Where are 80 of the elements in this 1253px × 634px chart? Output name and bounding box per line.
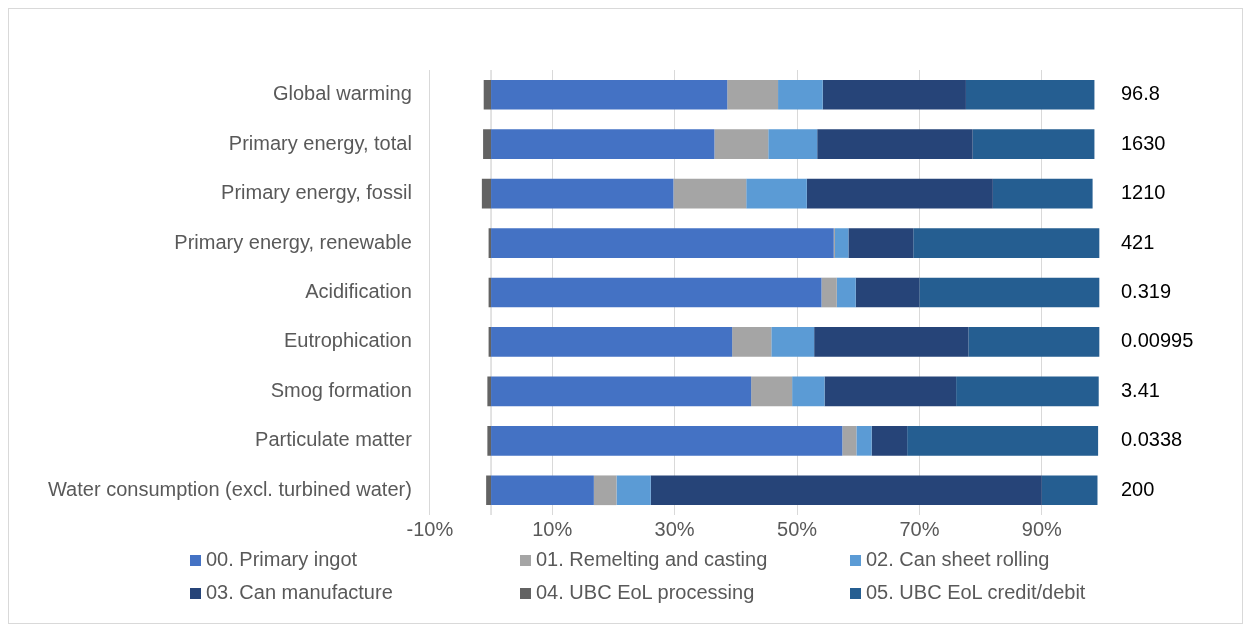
- text: 0.00995: [1121, 329, 1194, 352]
- text: 3.41: [1121, 378, 1160, 401]
- text: 0.0338: [1121, 428, 1183, 451]
- bar: [968, 327, 1100, 357]
- bar: [746, 178, 807, 209]
- x-tick-label: 10%: [532, 517, 573, 540]
- bar: [871, 426, 908, 456]
- text: 200: [1121, 477, 1155, 500]
- text: 96.8: [1121, 82, 1160, 105]
- bar: [483, 129, 492, 159]
- bar: [727, 79, 779, 110]
- bar: [842, 426, 857, 456]
- legend-label: 02. Can sheet rolling: [865, 548, 1051, 571]
- bar: [491, 277, 822, 308]
- bar: [956, 376, 1099, 407]
- bar: [771, 327, 815, 357]
- x-tick-label: 70%: [899, 517, 940, 540]
- bar: [487, 376, 492, 407]
- y-tick-label: Primary energy, fossil: [221, 181, 412, 204]
- bar: [817, 129, 973, 159]
- y-tick-label: Water consumption (excl. turbined water): [47, 477, 412, 500]
- x-tick-label: 90%: [1021, 517, 1063, 540]
- bar: [834, 228, 849, 258]
- bar: [481, 178, 492, 209]
- x-tick-label: 30%: [654, 517, 695, 540]
- bar: [919, 277, 1100, 308]
- bar: [751, 376, 793, 407]
- bar: [913, 228, 1100, 258]
- text: 0.319: [1121, 280, 1172, 303]
- bar: [487, 426, 492, 456]
- legend-label: 04. UBC EoL processing: [535, 581, 756, 604]
- x-tick-label: 50%: [777, 517, 818, 540]
- bar: [483, 79, 492, 110]
- legend-label: 03. Can manufacture: [205, 581, 394, 604]
- bar: [491, 178, 674, 209]
- bar: [792, 376, 825, 407]
- bar: [673, 178, 747, 209]
- y-tick-label: Primary energy, renewable: [174, 230, 412, 253]
- text: 1630: [1121, 131, 1166, 154]
- y-tick-label: Eutrophication: [283, 329, 412, 352]
- bar: [486, 475, 492, 506]
- bar: [491, 79, 728, 110]
- bar: [856, 426, 872, 456]
- legend-label: 00. Primary ingot: [205, 548, 359, 571]
- bar: [491, 129, 715, 159]
- bar: [714, 129, 769, 159]
- x-tick-label: -10%: [406, 517, 454, 540]
- bar: [732, 327, 772, 357]
- bar: [491, 376, 752, 407]
- bar: [821, 277, 837, 308]
- y-tick-label: Global warming: [272, 82, 412, 105]
- y-tick-label: Acidification: [305, 280, 412, 303]
- bar: [593, 475, 617, 506]
- bar: [814, 327, 969, 357]
- bar: [855, 277, 920, 308]
- legend-label: 01. Remelting and casting: [535, 548, 769, 571]
- bar: [491, 426, 843, 456]
- y-tick-label: Particulate matter: [255, 428, 413, 451]
- bar: [778, 79, 823, 110]
- bar: [972, 129, 1095, 159]
- text: 421: [1121, 230, 1155, 253]
- bar: [992, 178, 1093, 209]
- bar: [491, 228, 834, 258]
- bar: [824, 376, 957, 407]
- bar: [848, 228, 914, 258]
- bar: [650, 475, 1042, 506]
- bar: [768, 129, 818, 159]
- text: 1210: [1121, 181, 1166, 204]
- bar: [491, 327, 733, 357]
- bar: [1041, 475, 1098, 506]
- bar: [616, 475, 651, 506]
- bar: [806, 178, 993, 209]
- bar: [965, 79, 1095, 110]
- bar: [836, 277, 856, 308]
- bar: [907, 426, 1099, 456]
- legend-label: 05. UBC EoL credit/debit: [865, 581, 1087, 604]
- y-tick-label: Smog formation: [270, 378, 412, 401]
- bar: [822, 79, 966, 110]
- y-tick-label: Primary energy, total: [228, 131, 412, 154]
- bar: [491, 475, 594, 506]
